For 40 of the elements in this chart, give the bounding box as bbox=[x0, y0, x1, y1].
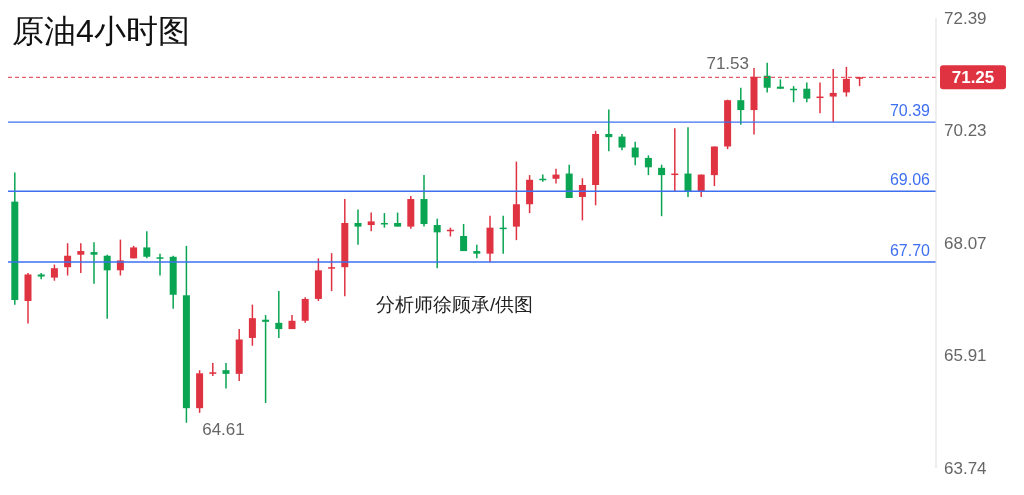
candlestick bbox=[473, 244, 481, 260]
ref-line-label: 67.70 bbox=[889, 241, 931, 259]
candlestick bbox=[605, 108, 613, 152]
y-tick-label: 65.91 bbox=[944, 346, 987, 366]
y-tick-label: 70.23 bbox=[944, 121, 987, 141]
candlestick bbox=[143, 230, 151, 260]
candlestick bbox=[433, 218, 441, 269]
candlestick bbox=[354, 208, 362, 246]
y-tick-label: 63.74 bbox=[944, 459, 987, 479]
candlestick bbox=[262, 314, 270, 404]
candlestick bbox=[328, 252, 336, 292]
chart-title: 原油4小时图 bbox=[12, 12, 190, 51]
candlestick bbox=[209, 362, 217, 377]
y-tick-label: 68.07 bbox=[944, 233, 987, 253]
candlestick bbox=[275, 290, 283, 339]
candlestick bbox=[222, 362, 230, 390]
candlestick bbox=[684, 126, 692, 198]
annotation: 71.53 bbox=[706, 53, 749, 73]
ref-line-label: 70.39 bbox=[889, 102, 931, 120]
annotation: 分析师徐顾承/供图 bbox=[376, 293, 534, 317]
candlestick bbox=[156, 252, 164, 277]
candlestick bbox=[77, 242, 85, 274]
candlestick bbox=[367, 211, 375, 233]
candlestick bbox=[737, 86, 745, 126]
candlestick bbox=[248, 303, 256, 347]
candlestick bbox=[301, 296, 309, 324]
candlestick bbox=[512, 160, 520, 241]
ref-line-label: 69.06 bbox=[889, 171, 931, 189]
candlestick bbox=[90, 241, 98, 285]
annotation: 64.61 bbox=[202, 419, 245, 439]
candlestick bbox=[631, 141, 639, 166]
ref-line-label: 71.25 bbox=[951, 68, 995, 88]
candlestick bbox=[578, 177, 586, 222]
candlestick bbox=[658, 163, 666, 217]
candlestick bbox=[460, 223, 468, 252]
candlestick bbox=[763, 61, 771, 94]
y-tick-label: 72.39 bbox=[944, 9, 987, 29]
candlestick bbox=[803, 81, 811, 104]
candlestick bbox=[644, 154, 652, 176]
candlestick bbox=[552, 168, 560, 185]
